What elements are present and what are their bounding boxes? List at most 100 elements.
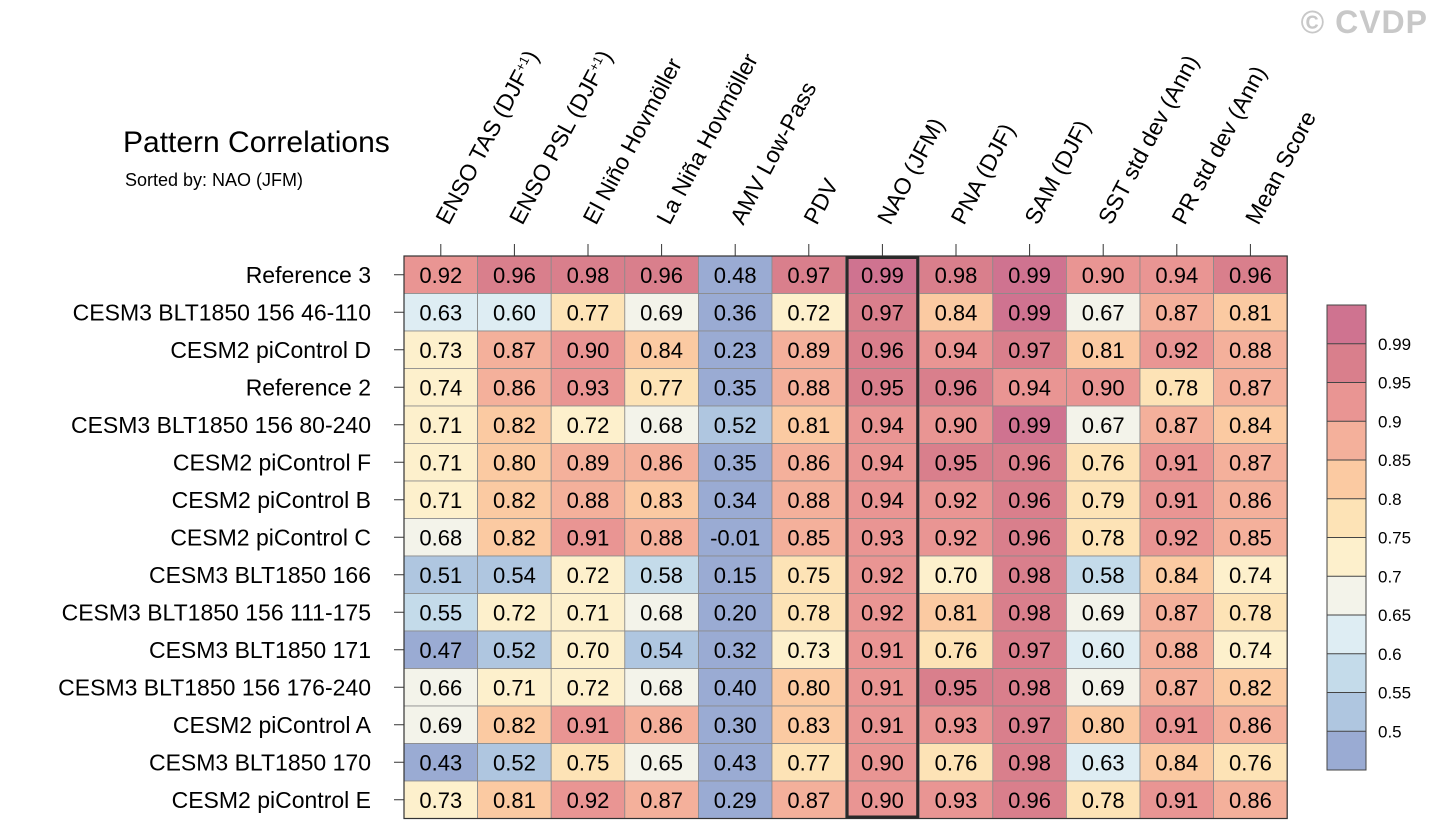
colorbar-tick-label: 0.75 — [1378, 529, 1411, 548]
heatmap-cell — [550, 293, 626, 332]
row-label: Reference 2 — [246, 374, 371, 400]
heatmap-cell — [1139, 668, 1214, 707]
cell-value-label: 0.94 — [861, 450, 904, 475]
row-label: CESM3 BLT1850 171 — [149, 637, 371, 663]
colorbar-swatch — [1327, 615, 1366, 654]
cell-value-label: 0.96 — [1008, 788, 1051, 813]
heatmap-cell — [698, 518, 773, 557]
cell-value-label: 0.96 — [935, 375, 978, 400]
colorbar-tick-label: 0.8 — [1378, 490, 1402, 509]
row-label: CESM2 piControl B — [172, 487, 371, 513]
cell-value-label: 0.86 — [640, 450, 683, 475]
cell-value-label: 0.63 — [1082, 750, 1125, 775]
heatmap-cells: 0.92 0.96 0.98 0.96 0.48 0.97 0.99 0.98 0.99 0.90… — [403, 255, 1288, 819]
cell-value-label: 0.75 — [787, 563, 830, 588]
cell-value-label: 0.98 — [567, 263, 610, 288]
heatmap-cell — [845, 630, 920, 669]
heatmap-cell — [771, 630, 846, 669]
cell-value-label: 0.96 — [1008, 488, 1051, 513]
cell-value-label: 0.43 — [419, 750, 462, 775]
cell-value-label: 0.87 — [1155, 413, 1198, 438]
heatmap-cell — [698, 630, 773, 669]
heatmap-cell — [1139, 293, 1214, 332]
column-label: NAO (JFM) — [872, 113, 950, 228]
heatmap-cell — [1139, 518, 1214, 557]
cell-value-label: 0.96 — [1229, 263, 1272, 288]
heatmap-cell — [845, 593, 920, 632]
heatmap-cell — [624, 668, 699, 707]
cell-value-label: 0.43 — [714, 750, 757, 775]
heatmap-cell — [1139, 255, 1214, 294]
cell-value-label: 0.92 — [1155, 338, 1198, 363]
heatmap-cell — [477, 668, 552, 707]
heatmap-cell — [698, 480, 773, 519]
cell-value-label: 0.71 — [419, 488, 462, 513]
heatmap-cell — [845, 293, 920, 332]
colorbar-swatch — [1327, 305, 1366, 344]
cell-value-label: 0.74 — [1229, 638, 1272, 663]
cell-value-label: 0.20 — [714, 600, 757, 625]
cell-value-label: 0.97 — [1008, 338, 1051, 363]
cell-value-label: 0.92 — [861, 563, 904, 588]
cell-value-label: 0.87 — [640, 788, 683, 813]
cell-value-label: 0.80 — [787, 675, 830, 700]
cell-value-label: 0.83 — [787, 713, 830, 738]
cell-value-label: 0.54 — [640, 638, 683, 663]
heatmap-cell — [1213, 780, 1288, 819]
cell-value-label: 0.29 — [714, 788, 757, 813]
heatmap-cell — [477, 555, 552, 594]
cell-value-label: 0.88 — [1155, 638, 1198, 663]
row-label: CESM2 piControl D — [170, 337, 371, 363]
heatmap-cell — [918, 443, 994, 482]
heatmap-cell — [1213, 480, 1288, 519]
cell-value-label: 0.91 — [1155, 450, 1198, 475]
cell-value-label: 0.32 — [714, 638, 757, 663]
cell-value-label: 0.88 — [1229, 338, 1272, 363]
cell-value-label: 0.97 — [1008, 713, 1051, 738]
heatmap-cell — [550, 630, 626, 669]
row-label: CESM3 BLT1850 156 46-110 — [73, 299, 371, 325]
cell-value-label: 0.81 — [1229, 300, 1272, 325]
cell-value-label: 0.82 — [493, 713, 536, 738]
heatmap-cell — [403, 330, 478, 369]
cell-value-label: 0.55 — [419, 600, 462, 625]
row-label: CESM3 BLT1850 166 — [149, 562, 371, 588]
watermark: © CVDP — [1300, 4, 1428, 40]
cell-value-label: 0.84 — [640, 338, 683, 363]
colorbar-swatch — [1327, 343, 1366, 383]
cell-value-label: 0.90 — [1082, 375, 1125, 400]
heatmap-cell — [624, 368, 699, 407]
heatmap-cell — [403, 705, 478, 744]
heatmap-cell — [992, 705, 1067, 744]
cell-value-label: 0.72 — [493, 600, 536, 625]
cell-value-label: 0.93 — [935, 713, 978, 738]
heatmap-cell — [918, 705, 994, 744]
heatmap-cell — [771, 705, 846, 744]
chart-subtitle: Sorted by: NAO (JFM) — [125, 170, 304, 190]
heatmap-cell — [403, 293, 478, 332]
cell-value-label: 0.87 — [1155, 600, 1198, 625]
colorbar-swatch — [1327, 460, 1366, 499]
heatmap-cell — [403, 480, 478, 519]
heatmap-cell — [1066, 780, 1141, 819]
row-label: CESM3 BLT1850 156 176-240 — [58, 674, 371, 700]
colorbar-tick-label: 0.6 — [1378, 645, 1402, 664]
column-label: SAM (DJF) — [1019, 116, 1095, 229]
colorbar-swatch — [1327, 382, 1366, 422]
cell-value-label: 0.47 — [419, 638, 462, 663]
column-label: PNA (DJF) — [945, 119, 1020, 228]
colorbar-tick-label: 0.85 — [1378, 451, 1411, 470]
heatmap-cell — [1066, 555, 1141, 594]
sort-column-highlight — [845, 256, 920, 819]
cell-value-label: 0.84 — [1155, 563, 1198, 588]
heatmap-cell — [1066, 443, 1141, 482]
heatmap-cell — [1213, 405, 1288, 444]
cell-value-label: 0.93 — [567, 375, 610, 400]
cell-value-label: 0.86 — [1229, 713, 1272, 738]
heatmap-cell — [1139, 593, 1214, 632]
cell-value-label: 0.86 — [640, 713, 683, 738]
cell-value-label: 0.54 — [493, 563, 536, 588]
cell-value-label: 0.72 — [567, 413, 610, 438]
cell-value-label: 0.60 — [1082, 638, 1125, 663]
